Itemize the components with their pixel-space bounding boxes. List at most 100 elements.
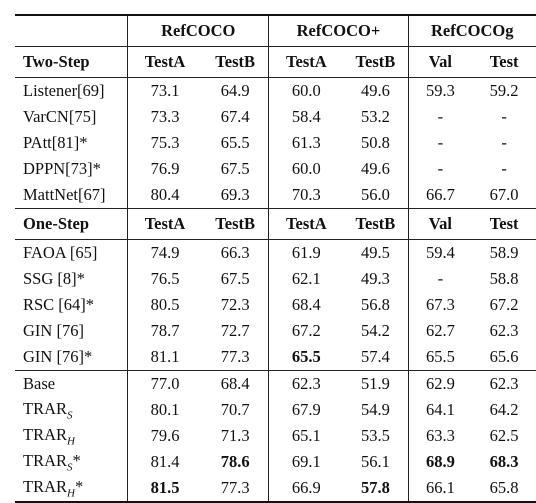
result-cell: 49.5	[343, 239, 409, 266]
result-cell: -	[407, 130, 473, 156]
result-cell: 59.3	[407, 77, 473, 104]
result-cell: -	[501, 159, 507, 178]
table-row: TRARS 80.1 70.7 67.9 54.9 64.1 64.2	[15, 397, 536, 423]
result-cell: 53.5	[360, 426, 390, 445]
result-cell: 73.1	[127, 77, 202, 104]
section-header-row: One-Step TestA TestB TestA TestB Val Test	[15, 208, 536, 240]
result-cell: 49.3	[360, 269, 390, 288]
group-header-empty	[15, 14, 128, 47]
result-cell: 64.2	[489, 400, 519, 419]
result-cell: 62.9	[407, 370, 473, 397]
result-cell: 77.0	[127, 370, 202, 397]
method-subscript: H	[67, 435, 75, 448]
method-name: FAOA [65]	[15, 239, 128, 266]
result-cell: 65.8	[472, 475, 536, 503]
result-cell: 59.4	[407, 239, 473, 266]
result-cell: 62.3	[268, 370, 344, 397]
result-cell: 72.7	[220, 321, 250, 340]
result-cell: 58.4	[268, 104, 344, 130]
column-header: TestB	[201, 208, 269, 240]
result-cell: 68.4	[268, 292, 344, 318]
table-row: TRARH* 81.5 77.3 66.9 57.8 66.1 65.8	[15, 475, 536, 503]
result-cell: 58.8	[489, 269, 519, 288]
results-table-figure: RefCOCO RefCOCO+ RefCOCOg Two-Step TestA T…	[15, 14, 536, 503]
result-cell: 79.6	[127, 423, 202, 449]
method-base-name: TRAR	[23, 398, 68, 418]
result-cell: 65.1	[268, 423, 344, 449]
method-name: DPPN[73]*	[23, 159, 101, 178]
group-header-row: RefCOCO RefCOCO+ RefCOCOg	[15, 14, 536, 47]
result-cell: 54.9	[360, 400, 390, 419]
result-cell: 62.1	[268, 266, 344, 292]
result-cell: 80.5	[127, 292, 202, 318]
result-cell: 67.4	[220, 107, 250, 126]
result-cell: 56.8	[360, 295, 390, 314]
result-cell: 67.9	[268, 397, 344, 423]
method-name: TRARH	[15, 423, 128, 449]
result-cell: 50.8	[360, 133, 390, 152]
column-header: Test	[472, 208, 536, 240]
table-row: RSC [64]* 80.5 72.3 68.4 56.8 67.3 67.2	[15, 292, 536, 318]
result-cell: 51.9	[343, 370, 409, 397]
column-header: TestB	[343, 46, 409, 78]
column-header: Val	[407, 46, 473, 78]
result-cell: 65.5	[220, 133, 250, 152]
result-cell: 65.6	[489, 347, 519, 366]
result-cell: 64.9	[201, 77, 269, 104]
method-base-name: TRAR	[23, 450, 68, 470]
table-row: PAtt[81]* 75.3 65.5 61.3 50.8- -	[15, 130, 536, 156]
result-cell: -	[501, 133, 507, 152]
table-row: GIN [76]* 81.1 77.3 65.5 57.4 65.5 65.6	[15, 344, 536, 371]
result-cell: 67.2	[268, 318, 344, 344]
column-header: TestB	[343, 208, 409, 240]
result-cell: 78.6	[220, 452, 250, 471]
method-name: MattNet[67]	[23, 185, 106, 204]
result-cell: 77.3	[201, 475, 269, 503]
result-cell: 74.9	[127, 239, 202, 266]
table-row: SSG [8]* 76.5 67.5 62.1 49.3-58.8	[15, 266, 536, 292]
result-cell: 81.4	[127, 449, 202, 475]
result-cell: 75.3	[127, 130, 202, 156]
method-name: TRARS	[15, 397, 128, 423]
table-row: GIN [76] 78.7 72.7 67.2 54.2 62.7 62.3	[15, 318, 536, 344]
result-cell: 76.5	[127, 266, 202, 292]
result-cell: 63.3	[407, 423, 473, 449]
result-cell: 73.3	[127, 104, 202, 130]
result-cell: 66.9	[268, 475, 344, 503]
result-cell: 61.3	[268, 130, 344, 156]
column-header: TestA	[127, 46, 202, 78]
result-cell: -	[501, 107, 507, 126]
table-row: Base 77.0 68.4 62.3 51.9 62.9 62.3	[15, 370, 536, 397]
result-cell: 80.1	[127, 397, 202, 423]
group-header-refcoco: RefCOCO	[127, 14, 269, 47]
method-base-name: Base	[23, 374, 56, 393]
method-name: RSC [64]*	[23, 295, 95, 314]
result-cell: 76.9	[127, 156, 202, 182]
column-header: TestB	[201, 46, 269, 78]
result-cell: 60.0	[268, 156, 344, 182]
section-title: Two-Step	[15, 46, 128, 78]
result-cell: 68.9	[407, 449, 473, 475]
method-star: *	[72, 450, 81, 470]
result-cell: 60.0	[268, 77, 344, 104]
result-cell: 58.9	[472, 239, 536, 266]
result-cell: 71.3	[220, 426, 250, 445]
table-row: DPPN[73]* 76.9 67.5 60.0 49.6- -	[15, 156, 536, 182]
column-header: TestA	[268, 46, 344, 78]
result-cell: 49.6	[343, 77, 409, 104]
result-cell: 67.5	[220, 159, 250, 178]
section-title: One-Step	[15, 208, 128, 240]
result-cell: 56.0	[360, 185, 390, 204]
result-cell: 57.4	[360, 347, 390, 366]
method-name: GIN [76]	[23, 321, 84, 340]
result-cell: 81.1	[127, 344, 202, 371]
method-subscript: H	[67, 487, 75, 500]
table-row: TRARS* 81.4 78.6 69.1 56.1 68.9 68.3	[15, 449, 536, 475]
result-cell: 62.5	[489, 426, 519, 445]
result-cell: 67.0	[489, 185, 519, 204]
method-name: SSG [8]*	[23, 269, 85, 288]
result-cell: 80.4	[127, 182, 202, 209]
result-cell: -	[407, 156, 473, 182]
result-cell: 66.7	[407, 182, 473, 209]
column-header: TestA	[127, 208, 202, 240]
